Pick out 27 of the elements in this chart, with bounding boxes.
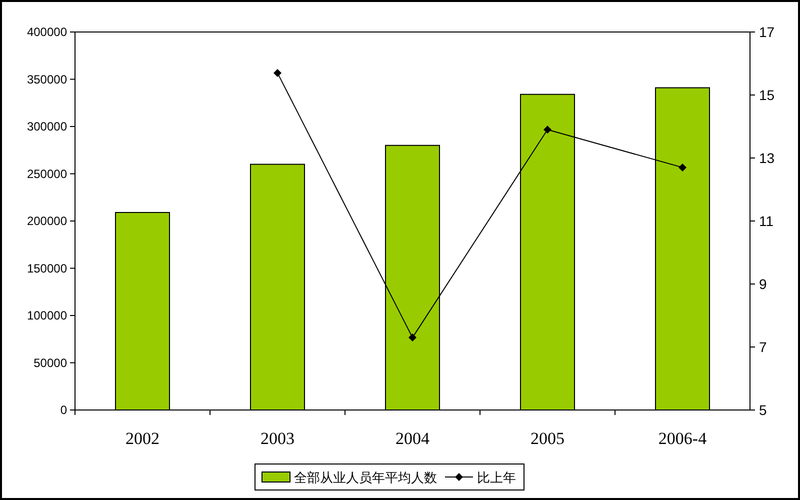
point (678, 163, 686, 172)
legend-label: 比上年 (477, 471, 516, 486)
x-tick-label: 2002 (126, 429, 160, 448)
legend-label: 全部从业人员年平均人数 (294, 471, 437, 486)
y2-tick-label: 9 (759, 276, 767, 292)
y2-tick-label: 17 (759, 24, 775, 40)
point (408, 334, 416, 342)
y-tick-label: 50000 (34, 356, 68, 370)
y-tick-label: 200000 (26, 214, 68, 228)
y-tick-label: 100000 (26, 308, 68, 322)
y-tick-label: 250000 (26, 166, 68, 181)
y2-tick-label: 7 (759, 339, 767, 355)
y-tick-label: 300000 (26, 120, 68, 134)
y-tick-label: 400000 (26, 25, 68, 39)
point (274, 68, 282, 77)
y2-tick-label: 5 (759, 402, 767, 418)
y-tick-label: 150000 (26, 261, 68, 276)
x-tick-label: 2006-4 (658, 429, 708, 448)
point (544, 126, 552, 134)
y2-tick-label: 13 (759, 150, 775, 166)
y-tick-label: 350000 (26, 72, 68, 86)
x-tick-label: 2005 (530, 429, 564, 448)
y2-tick-label: 15 (759, 87, 775, 103)
y-tick-label: 0 (60, 403, 68, 417)
y2-tick-label: 11 (759, 213, 774, 229)
x-tick-label: 2003 (260, 429, 294, 448)
x-tick-label: 2004 (396, 429, 430, 448)
